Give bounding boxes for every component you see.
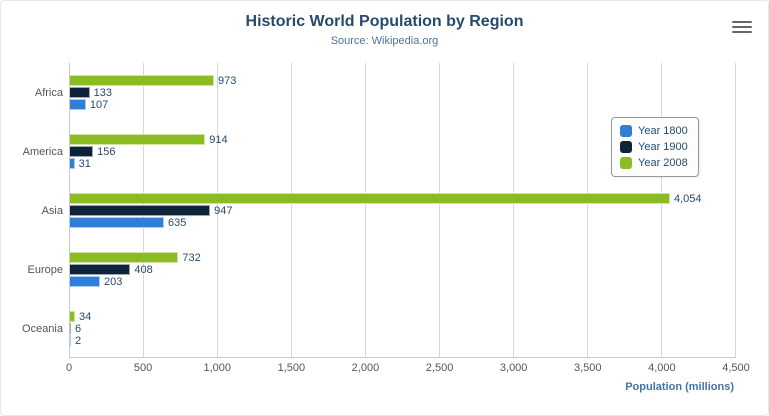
bar-row: 635	[70, 217, 736, 229]
bar-asia-year-1900[interactable]	[70, 205, 211, 216]
bar-row: 34	[70, 311, 736, 323]
bar-value-label: 4,054	[673, 192, 702, 205]
bar-group-oceania: 34 6 2	[70, 299, 736, 358]
category-label-europe: Europe	[27, 263, 63, 276]
plot-area: 973 133 107 914 156 31 4,054 947 635 732 408 203 34 6…	[69, 63, 736, 358]
category-label-america: America	[22, 145, 63, 158]
gridline	[512, 63, 514, 357]
x-tick-label: 4,500	[722, 362, 750, 374]
bar-group-asia: 4,054 947 635	[70, 181, 736, 240]
bar-america-year-2008[interactable]	[70, 134, 206, 145]
bar-value-label: 34	[79, 310, 92, 323]
gridline	[439, 63, 440, 357]
category-label-oceania: Oceania	[22, 322, 63, 335]
x-axis-title: Population (millions)	[625, 381, 734, 393]
gridline	[587, 63, 588, 357]
bar-row: 4,054	[70, 193, 736, 205]
bar-row: 408	[70, 264, 736, 276]
bar-row: 947	[70, 205, 736, 217]
legend-label: Year 1900	[638, 141, 688, 153]
bar-row: 2	[70, 335, 736, 347]
bar-value-label: 732	[182, 251, 201, 264]
bar-value-label: 6	[75, 322, 82, 335]
x-tick-label: 2,500	[425, 362, 454, 374]
legend-item-year-2008[interactable]: Year 2008	[620, 157, 688, 169]
category-label-africa: Africa	[34, 86, 63, 99]
bar-africa-year-1900[interactable]	[70, 87, 90, 98]
bar-value-label: 31	[78, 157, 91, 170]
bar-value-label: 973	[218, 74, 237, 87]
gridline	[660, 63, 662, 357]
bar-europe-year-2008[interactable]	[70, 252, 179, 263]
gridline	[216, 63, 218, 357]
bar-value-label: 107	[89, 98, 109, 111]
bar-value-label: 133	[93, 86, 113, 99]
bar-group-europe: 732 408 203	[70, 240, 736, 299]
bar-value-label: 408	[134, 263, 153, 276]
bar-africa-year-1800[interactable]	[70, 99, 86, 110]
gridline	[364, 63, 366, 357]
hamburger-line	[732, 26, 752, 28]
bar-oceania-year-1800[interactable]	[70, 335, 71, 346]
x-tick-label: 2,000	[351, 362, 380, 374]
legend: Year 1800 Year 1900 Year 2008	[611, 117, 699, 177]
x-tick-label: 500	[133, 362, 153, 374]
bar-row: 203	[70, 276, 736, 288]
bar-row: 973	[70, 75, 736, 87]
x-tick-label: 3,000	[499, 362, 528, 374]
legend-label: Year 1800	[638, 125, 688, 137]
x-tick-label: 3,500	[574, 362, 602, 374]
legend-swatch	[620, 157, 632, 169]
bar-value-label: 203	[104, 275, 123, 288]
bar-row: 6	[70, 323, 736, 335]
x-tick-label: 4,000	[648, 362, 676, 374]
bar-value-label: 2	[75, 334, 82, 347]
bar-africa-year-2008[interactable]	[70, 75, 214, 86]
gridline	[735, 63, 736, 357]
gridline	[290, 63, 292, 357]
bar-row: 107	[70, 99, 736, 111]
bar-group-africa: 973 133 107	[70, 63, 736, 122]
legend-label: Year 2008	[638, 157, 688, 169]
bar-value-label: 914	[209, 133, 228, 146]
bar-row: 133	[70, 87, 736, 99]
y-axis-category-labels: Africa America Asia Europe Oceania	[1, 63, 63, 358]
legend-swatch	[620, 141, 632, 153]
hamburger-line	[732, 31, 752, 33]
bar-asia-year-1800[interactable]	[70, 217, 164, 228]
x-tick-label: 1,000	[203, 362, 231, 374]
bar-row: 31	[70, 158, 736, 170]
hamburger-export-menu-icon[interactable]	[732, 19, 752, 35]
chart-subtitle: Source: Wikipedia.org	[330, 35, 439, 47]
x-tick-label: 1,500	[277, 362, 306, 374]
hamburger-line	[732, 21, 752, 23]
bar-asia-year-2008[interactable]	[70, 193, 670, 204]
x-tick-label: 0	[65, 362, 73, 374]
x-axis-tick-labels: 0 500 1,000 1,500 2,000 2,500 3,000 3,500 4,000 4…	[65, 362, 750, 376]
bar-value-label: 156	[97, 145, 116, 158]
bar-america-year-1800[interactable]	[70, 158, 75, 169]
bar-oceania-year-2008[interactable]	[70, 311, 76, 322]
bar-value-label: 635	[167, 216, 187, 229]
legend-item-year-1900[interactable]: Year 1900	[620, 141, 688, 153]
bar-group-america: 914 156 31	[70, 122, 736, 181]
bar-america-year-1900[interactable]	[70, 146, 94, 157]
category-label-asia: Asia	[41, 204, 63, 217]
bar-row: 914	[70, 134, 736, 146]
bar-oceania-year-1900[interactable]	[70, 323, 71, 334]
bar-row: 732	[70, 252, 736, 264]
bar-europe-year-1800[interactable]	[70, 276, 101, 287]
bar-value-label: 947	[214, 204, 233, 217]
chart-title: Historic World Population by Region	[245, 13, 524, 30]
bar-europe-year-1900[interactable]	[70, 264, 131, 275]
legend-swatch	[620, 125, 632, 137]
legend-item-year-1800[interactable]: Year 1800	[620, 125, 688, 137]
bar-row: 156	[70, 146, 736, 158]
